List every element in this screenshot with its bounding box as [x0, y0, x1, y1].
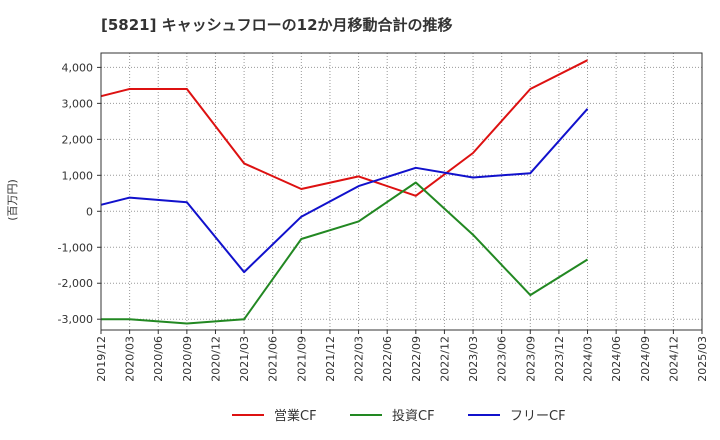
y-axis-ticks: 4,000 3,000 2,000 1,000 0 -1,000 -2,000 -3,000: [58, 61, 101, 326]
x-tick-label: 2025/03: [696, 336, 709, 382]
x-tick-label: 2023/09: [524, 336, 537, 382]
x-tick-label: 2020/03: [124, 336, 137, 382]
plot-frame: [100, 52, 703, 331]
x-tick-label: 2022/03: [353, 336, 366, 382]
legend-label: フリーCF: [510, 409, 566, 424]
y-tick-label: 3,000: [62, 97, 94, 110]
legend-label: 投資CF: [392, 408, 435, 424]
grid-lines: [101, 53, 702, 330]
x-tick-label: 2019/12: [95, 336, 108, 382]
x-axis-ticks: 2019/12 2020/03 2020/06 2020/09 2020/12 2021/…: [95, 330, 709, 382]
y-tick-label: 4,000: [62, 61, 94, 74]
legend-label: 営業CF: [274, 408, 317, 424]
x-tick-label: 2023/06: [496, 336, 509, 382]
y-tick-label: 2,000: [62, 133, 94, 146]
y-axis-label: (百万円): [6, 179, 19, 221]
x-tick-label: 2023/03: [467, 336, 480, 382]
x-tick-label: 2021/03: [238, 336, 251, 382]
y-tick-label: -3,000: [58, 313, 93, 326]
y-tick-label: 0: [86, 205, 93, 218]
x-tick-label: 2021/12: [324, 336, 337, 382]
x-tick-label: 2022/12: [438, 336, 451, 382]
x-tick-label: 2024/12: [667, 336, 680, 382]
x-tick-label: 2022/06: [381, 336, 394, 382]
series-line: [101, 181, 589, 325]
y-tick-label: -2,000: [58, 277, 93, 290]
series-line: [100, 59, 588, 197]
x-tick-label: 2024/06: [610, 336, 623, 382]
x-tick-label: 2020/06: [152, 336, 165, 382]
y-tick-label: 1,000: [62, 169, 94, 182]
x-tick-label: 2023/12: [553, 336, 566, 382]
x-tick-label: 2022/09: [410, 336, 423, 382]
legend: 営業CF 投資CF フリーCF: [232, 408, 566, 424]
chart-title: [5821] キャッシュフローの12か月移動合計の推移: [101, 16, 453, 34]
x-tick-label: 2024/03: [582, 336, 595, 382]
x-tick-label: 2020/09: [181, 336, 194, 382]
series-line: [100, 108, 589, 274]
x-tick-label: 2021/06: [267, 336, 280, 382]
x-tick-label: 2021/09: [295, 336, 308, 382]
series-lines: [100, 59, 589, 325]
y-tick-label: -1,000: [58, 241, 93, 254]
x-tick-label: 2024/09: [639, 336, 652, 382]
x-tick-label: 2020/12: [209, 336, 222, 382]
